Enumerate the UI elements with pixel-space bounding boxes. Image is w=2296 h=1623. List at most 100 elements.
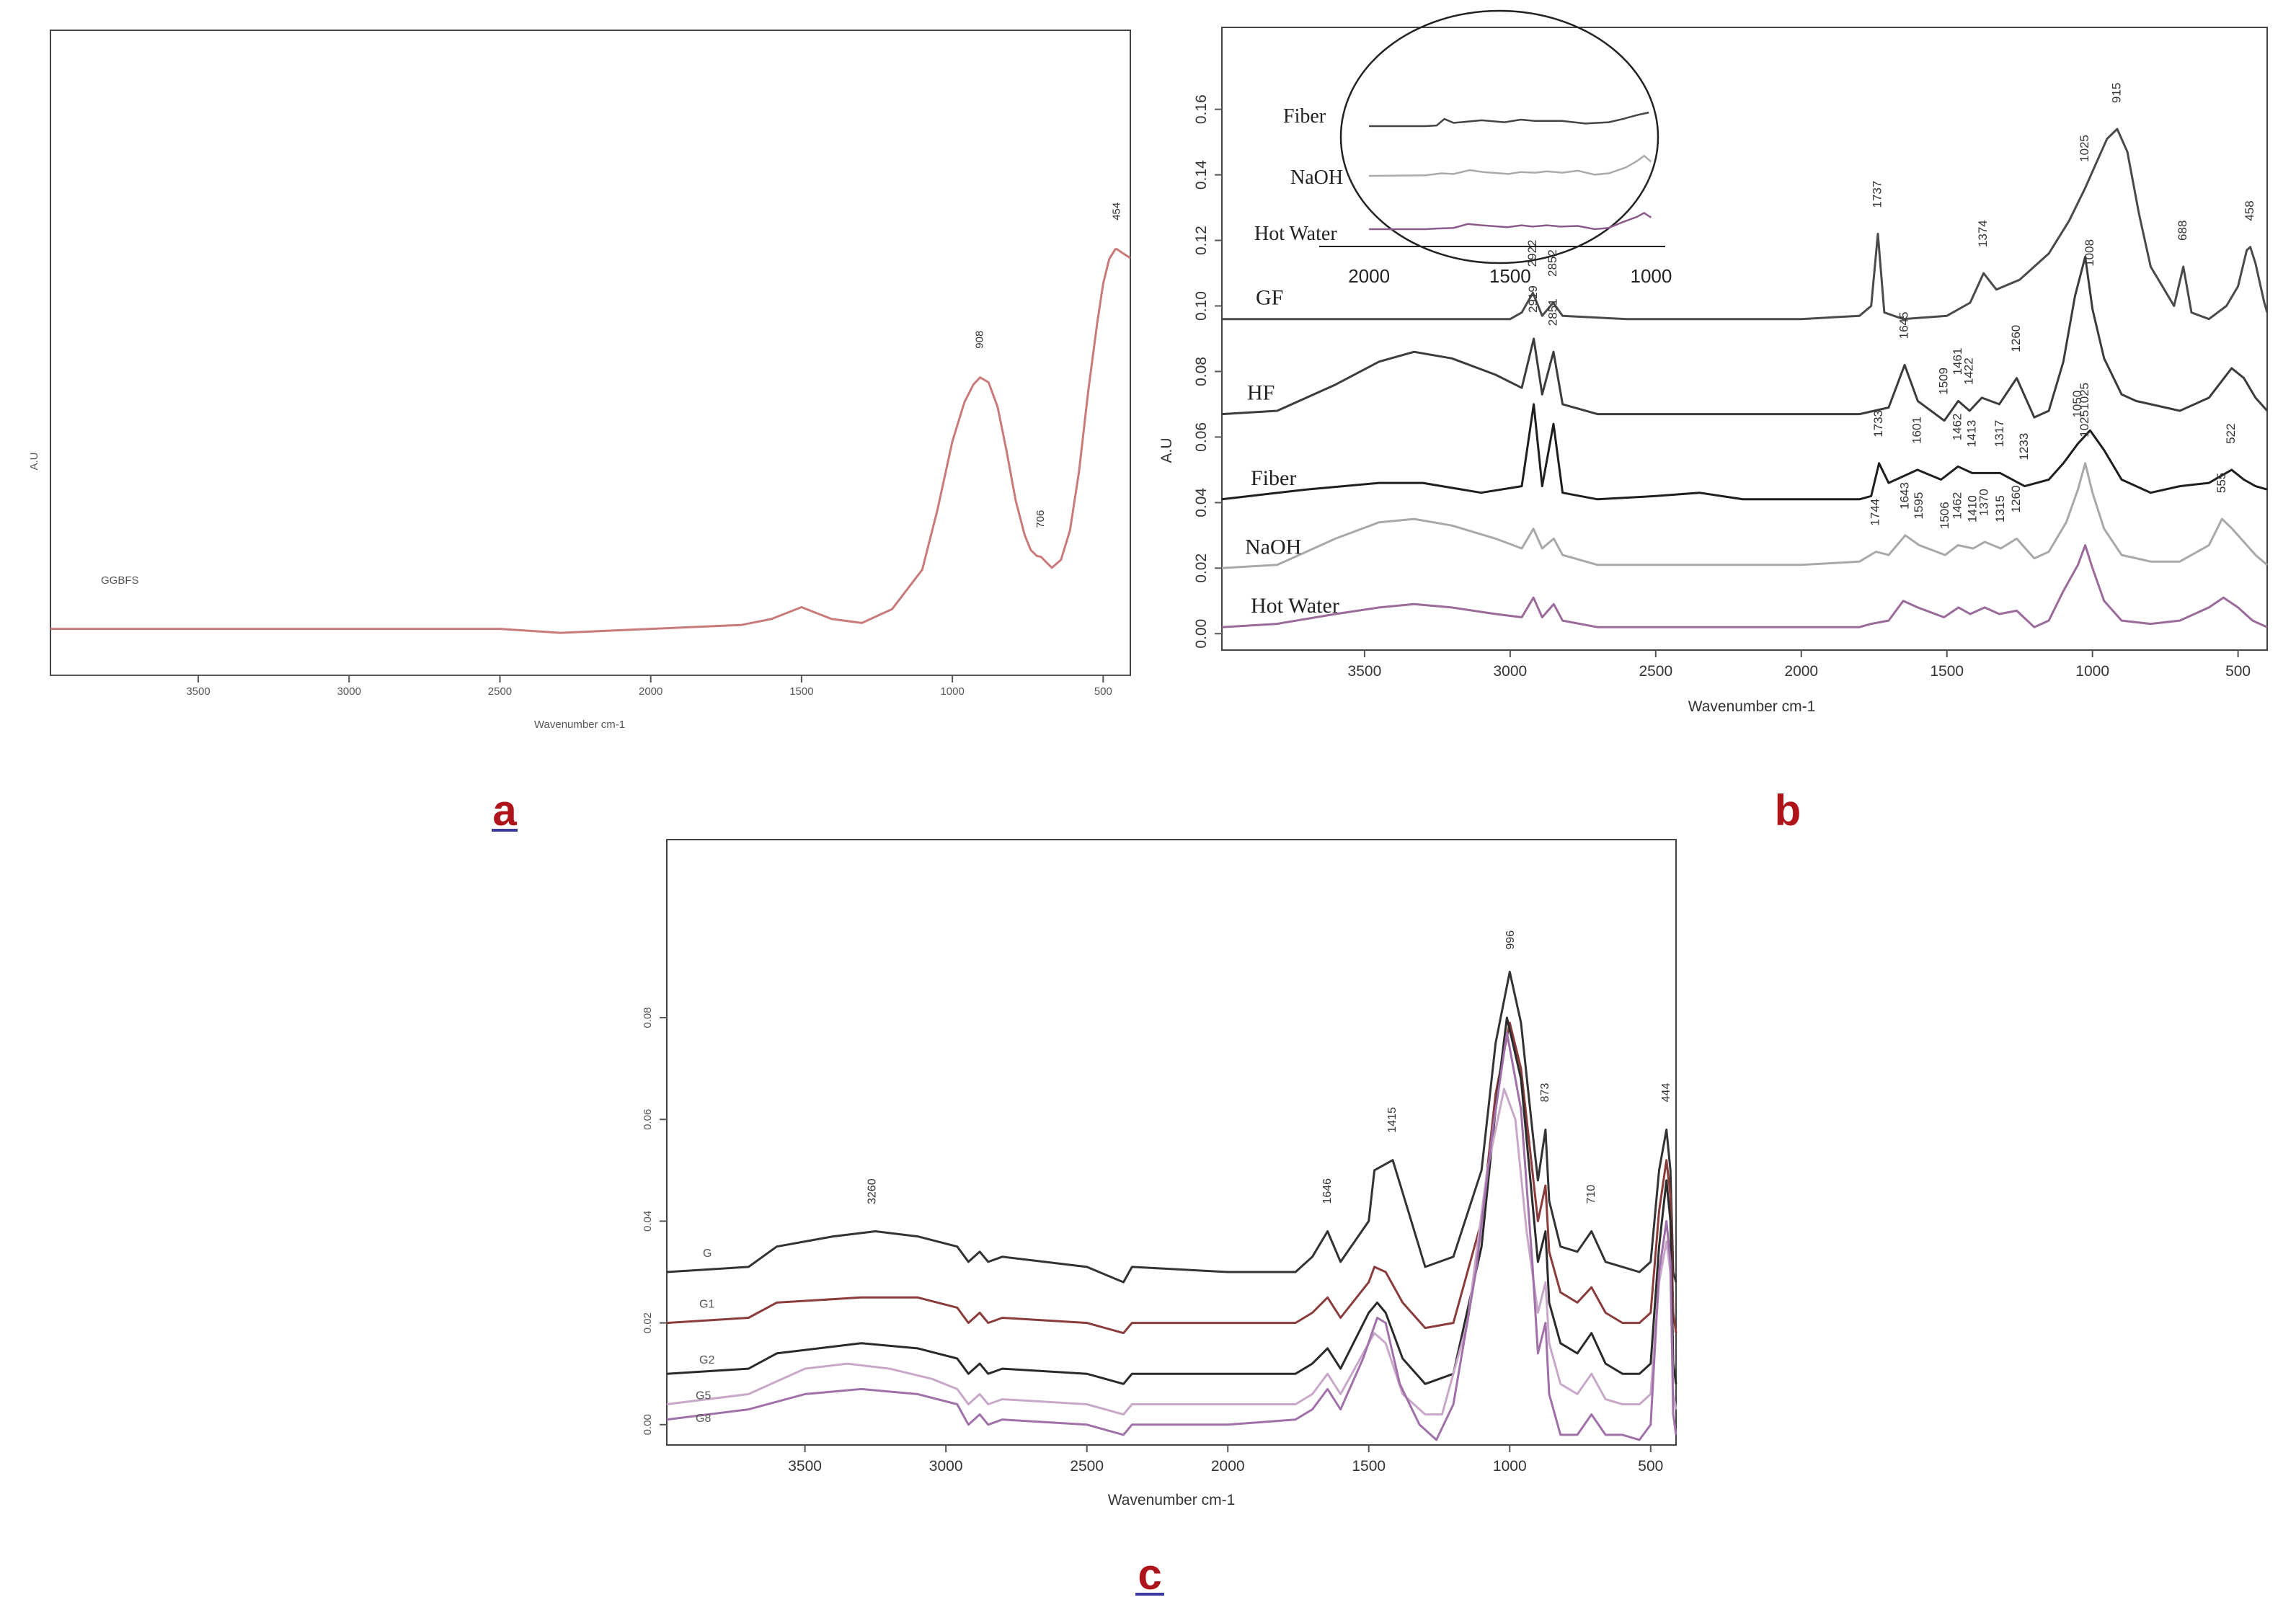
panel-b-x-tick-label: 2500 xyxy=(1639,663,1672,680)
panel-b-y-tick-label: 0.00 xyxy=(1193,619,1210,649)
peak-label: 1025 xyxy=(2078,135,2091,162)
peak-label: 1233 xyxy=(2017,433,2031,461)
panel-c-y-tick-label: 0.04 xyxy=(642,1211,654,1232)
panel-b-series-label: HF xyxy=(1247,381,1275,405)
panel-c-spectrum-g5 xyxy=(666,1088,1677,1416)
peak-label: 1374 xyxy=(1976,220,1990,247)
inset-x-tick-label: 1000 xyxy=(1631,265,1672,287)
peak-label: 1595 xyxy=(1912,492,1925,520)
panel-c-series-label: G5 xyxy=(696,1389,711,1402)
inset-x-ticks: 2000 1500 1000 xyxy=(1348,265,1672,287)
panel-b-x-tick-label: 3000 xyxy=(1494,663,1528,680)
panel-b-x-tick-label: 3500 xyxy=(1348,663,1382,680)
panel-b-x-tick-label: 2000 xyxy=(1784,663,1818,680)
peak-label: 555 xyxy=(2215,473,2228,493)
peak-label: 1462 xyxy=(1951,414,1964,441)
panel-a-x-ticks: 3500 3000 2500 2000 1500 1000 500 xyxy=(186,675,1112,698)
panel-b-x-ticks: 3500 3000 2500 2000 1500 1000 500 xyxy=(1348,650,2251,680)
panel-c-annotations: 3260 1646 1415 996 873 710 444 xyxy=(866,930,1672,1204)
panel-b-spectrum-hot-water xyxy=(1221,544,2268,628)
panel-c-x-tick-label: 500 xyxy=(1638,1458,1663,1475)
panel-c-x-tick-label: 3500 xyxy=(788,1458,822,1475)
inset-x-tick-label: 2000 xyxy=(1348,265,1390,287)
panel-b-spectrum-naoh xyxy=(1221,462,2268,569)
peak-label: 458 xyxy=(2243,200,2256,221)
peak-label: 1645 xyxy=(1897,312,1911,339)
peak-label: 1413 xyxy=(1964,420,1978,448)
peak-label: 1260 xyxy=(2009,325,2023,352)
panel-c-x-label: Wavenumber cm-1 xyxy=(1108,1492,1236,1508)
peak-label: 1370 xyxy=(1977,489,1991,516)
panel-a-series-label: GGBFS xyxy=(101,574,139,587)
panel-a-x-tick-label: 3000 xyxy=(337,685,361,698)
panel-b-spectrum-gf xyxy=(1222,128,2269,321)
peak-label: 1737 xyxy=(1870,181,1884,208)
panel-b-y-tick-label: 0.04 xyxy=(1193,488,1210,517)
panel-b-series-label: GF xyxy=(1256,286,1283,310)
inset-label-fiber: Fiber xyxy=(1283,105,1326,128)
panel-c-series-label: G1 xyxy=(699,1298,714,1310)
panel-c-series-label: G xyxy=(703,1248,712,1260)
peak-label: 1646 xyxy=(1321,1178,1334,1204)
panel-c: 3500 3000 2500 2000 1500 1000 500 0.00 0.02 0.04… xyxy=(642,839,1677,1508)
panel-c-y-tick-label: 0.06 xyxy=(642,1109,654,1130)
inset-spectrum xyxy=(1369,111,1649,128)
peak-label: 915 xyxy=(2109,83,2123,103)
panel-a: 3500 3000 2500 2000 1500 1000 500 Wavenumber c… xyxy=(28,30,1131,731)
panel-a-x-tick-label: 500 xyxy=(1094,685,1112,698)
panel-b-x-tick-label: 500 xyxy=(2225,663,2251,680)
peak-label: 1317 xyxy=(1993,420,2006,448)
panel-a-frame xyxy=(50,30,1131,676)
peak-label: 1462 xyxy=(1951,492,1964,520)
peak-label: 688 xyxy=(2176,221,2189,241)
peak-label: 1415 xyxy=(1386,1107,1399,1133)
peak-label: 1461 xyxy=(1951,348,1964,375)
panel-b-spectrum-fiber xyxy=(1221,403,2268,501)
peak-label: 873 xyxy=(1539,1083,1551,1103)
panel-b-x-tick-label: 1000 xyxy=(2075,663,2109,680)
peak-label: 522 xyxy=(2224,424,2238,444)
panel-c-x-tick-label: 1500 xyxy=(1352,1458,1386,1475)
peak-label: 1733 xyxy=(1871,410,1885,437)
panel-c-y-tick-label: 0.00 xyxy=(642,1414,654,1435)
panel-c-series xyxy=(666,971,1677,1441)
panel-b-series-label: NaOH xyxy=(1245,535,1301,559)
peak-label: 454 xyxy=(1111,203,1123,221)
inset-spectrum xyxy=(1369,212,1652,231)
panel-b-y-ticks: 0.00 0.02 0.04 0.06 0.08 0.10 0.12 0.14 0.16 xyxy=(1193,94,1222,649)
panel-a-x-tick-label: 1500 xyxy=(789,685,813,698)
peak-label: 1315 xyxy=(1993,495,2007,523)
panel-b-spectrum-hf xyxy=(1221,255,2269,422)
panel-c-x-tick-label: 1000 xyxy=(1493,1458,1527,1475)
panel-a-x-tick-label: 2500 xyxy=(488,685,512,698)
peak-label: 1422 xyxy=(1962,357,1976,385)
panel-a-y-label: A.U xyxy=(28,452,40,470)
panel-b-y-tick-label: 0.10 xyxy=(1193,291,1210,321)
peak-label: 908 xyxy=(974,331,986,349)
panel-b-series xyxy=(1221,128,2269,628)
panel-b-y-tick-label: 0.06 xyxy=(1193,422,1210,452)
panel-a-annotations: 908 706 454 xyxy=(974,203,1123,528)
panel-c-spectrum-g8 xyxy=(666,1031,1677,1441)
panel-b-y-tick-label: 0.02 xyxy=(1193,553,1210,583)
panel-a-x-tick-label: 2000 xyxy=(639,685,662,698)
panel-a-series xyxy=(50,248,1131,634)
inset-ellipse xyxy=(1339,9,1659,264)
inset-spectrum xyxy=(1369,154,1652,177)
panel-c-y-ticks: 0.00 0.02 0.04 0.06 0.08 xyxy=(642,1007,667,1435)
peak-label: 1410 xyxy=(1966,495,1980,523)
panel-b-x-tick-label: 1500 xyxy=(1930,663,1964,680)
inset-label-hot-water: Hot Water xyxy=(1254,223,1337,245)
panel-b-y-tick-label: 0.08 xyxy=(1193,357,1210,386)
panel-c-series-label: G2 xyxy=(699,1354,714,1366)
panel-c-spectrum-g xyxy=(666,971,1677,1284)
peak-label: 706 xyxy=(1034,510,1047,528)
panel-b-series-labels: GF HF Fiber NaOH Hot Water xyxy=(1245,286,1339,618)
peak-label: 3260 xyxy=(866,1178,879,1204)
peak-label: 1050 xyxy=(2070,391,2084,418)
panel-b-y-label: A.U xyxy=(1158,437,1175,463)
peak-label: 1025 xyxy=(2078,383,2091,410)
panel-c-y-tick-label: 0.02 xyxy=(642,1312,654,1333)
peak-label: 1643 xyxy=(1897,482,1911,510)
